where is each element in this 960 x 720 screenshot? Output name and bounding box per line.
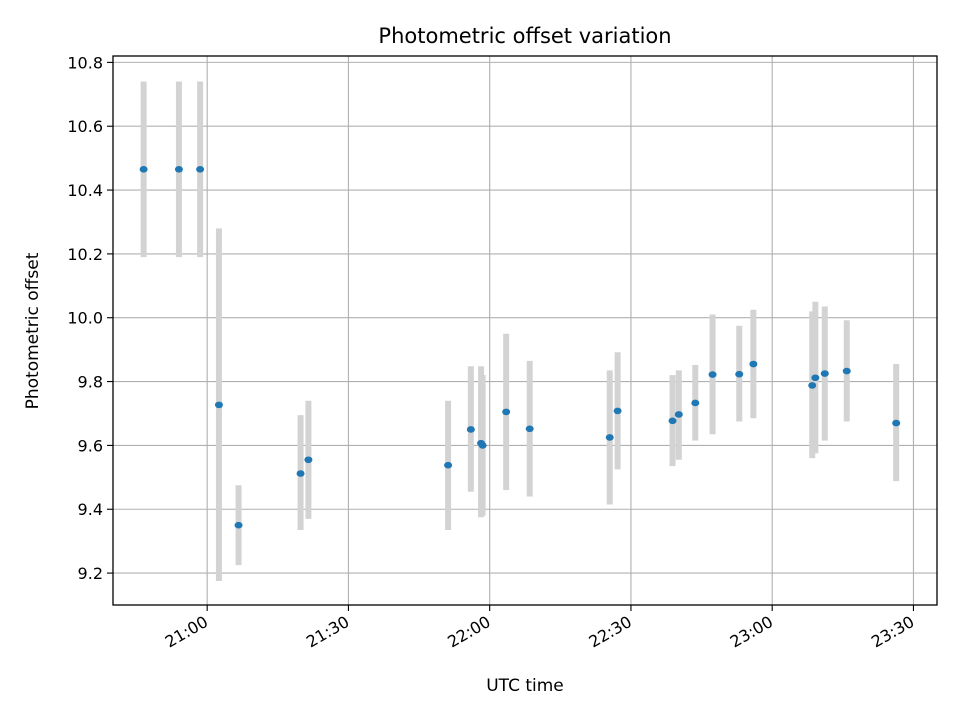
data-point bbox=[668, 417, 677, 425]
data-point bbox=[605, 434, 614, 441]
data-point bbox=[214, 401, 223, 409]
data-point bbox=[708, 371, 717, 378]
y-axis-title: Photometric offset bbox=[23, 252, 43, 409]
data-point bbox=[691, 399, 700, 407]
y-tick-label: 9.2 bbox=[78, 564, 103, 583]
x-axis-title: UTC time bbox=[486, 676, 564, 696]
data-point bbox=[892, 419, 901, 427]
x-tick-label: 23:00 bbox=[727, 612, 776, 652]
data-point bbox=[296, 470, 305, 477]
data-point bbox=[820, 370, 829, 377]
data-point bbox=[808, 382, 817, 389]
errorbars bbox=[140, 81, 900, 582]
grid bbox=[113, 56, 937, 605]
data-point bbox=[478, 442, 487, 449]
data-point bbox=[466, 426, 475, 433]
data-point bbox=[139, 166, 148, 173]
data-point bbox=[735, 370, 744, 378]
data-point bbox=[502, 408, 511, 416]
x-tick-label: 22:30 bbox=[586, 612, 635, 652]
data-point bbox=[444, 461, 453, 469]
y-tick-label: 10.0 bbox=[67, 309, 103, 328]
chart-title: Photometric offset variation bbox=[378, 24, 671, 48]
y-tick-label: 10.2 bbox=[67, 245, 103, 264]
data-point bbox=[811, 374, 820, 382]
data-point bbox=[304, 456, 313, 464]
y-tick-label: 10.4 bbox=[67, 181, 103, 200]
x-tick-label: 23:30 bbox=[868, 612, 917, 652]
data-point bbox=[613, 407, 622, 415]
data-point bbox=[842, 367, 851, 375]
data-point bbox=[674, 411, 683, 418]
y-tick-label: 9.4 bbox=[78, 500, 103, 519]
ticks: 21:00 21:30 22:00 22:30 23:00 23:30 9.2 9.4 9.6 9… bbox=[67, 53, 917, 651]
y-tick-label: 10.8 bbox=[67, 53, 103, 72]
data-point bbox=[525, 425, 534, 433]
y-tick-label: 10.6 bbox=[67, 117, 103, 136]
data-point bbox=[196, 166, 205, 173]
data-point bbox=[234, 521, 243, 529]
data-point bbox=[749, 360, 758, 368]
data-points bbox=[139, 166, 901, 529]
x-tick-label: 21:30 bbox=[303, 612, 352, 652]
y-tick-label: 9.6 bbox=[78, 436, 103, 455]
x-tick-label: 22:00 bbox=[444, 612, 493, 652]
y-tick-label: 9.8 bbox=[78, 373, 103, 392]
plot-frame bbox=[112, 55, 938, 606]
data-point bbox=[174, 166, 183, 173]
x-tick-label: 21:00 bbox=[162, 612, 211, 652]
